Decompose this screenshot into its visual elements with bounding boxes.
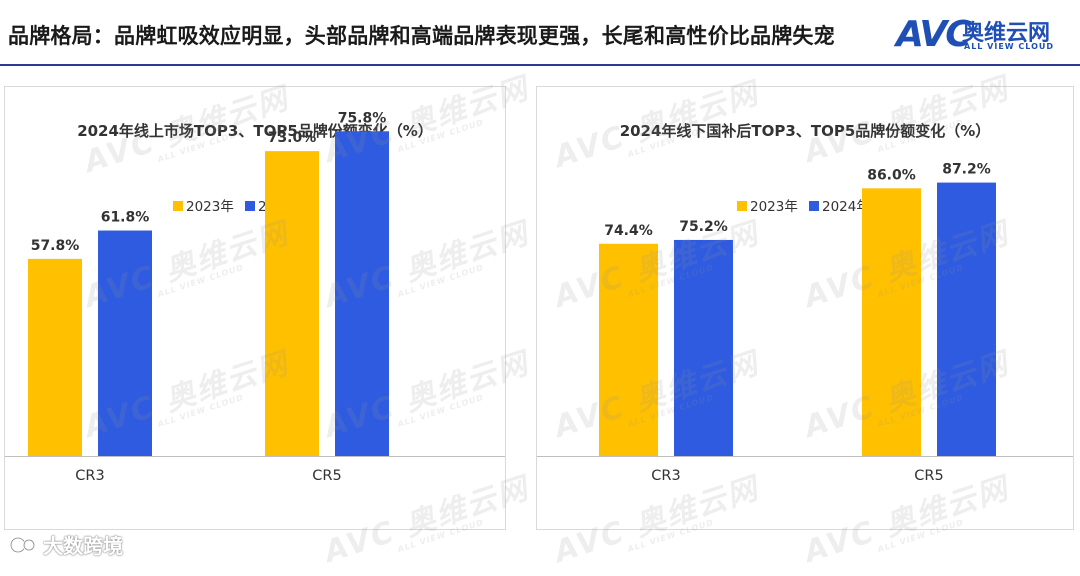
header-divider — [0, 64, 1080, 66]
category-label: CR5 — [312, 468, 341, 484]
page-title: 品牌格局：品牌虹吸效应明显，头部品牌和高端品牌表现更强，长尾和高性价比品牌失宠 — [8, 24, 835, 48]
bar-cr5-2024 — [335, 131, 389, 456]
chart-online-share: 2024年线上市场TOP3、TOP5品牌份额变化（%）2023年2024年57.… — [5, 110, 505, 484]
legend-swatch — [173, 201, 183, 211]
legend-swatch — [245, 201, 255, 211]
category-label: CR3 — [75, 468, 104, 484]
legend-label: 2023年 — [186, 199, 234, 215]
chart-title: 2024年线下国补后TOP3、TOP5品牌份额变化（%） — [620, 122, 991, 140]
bar-cr5-2024 — [937, 182, 996, 457]
data-label: 87.2% — [942, 162, 991, 178]
data-label: 57.8% — [31, 238, 80, 254]
logo-english-name: ALL VIEW CLOUD — [964, 42, 1055, 51]
data-label: 86.0% — [867, 167, 916, 183]
data-label: 73.0% — [268, 130, 317, 146]
data-label: 75.2% — [679, 219, 728, 235]
data-label: 61.8% — [101, 210, 150, 226]
bar-cr5-2023 — [862, 188, 921, 456]
bar-cr3-2024 — [674, 239, 733, 456]
legend-label: 2023年 — [750, 199, 798, 215]
source-label: 大数跨境 — [43, 534, 124, 558]
logo-mark: AVC — [896, 14, 972, 55]
source-badge: 大数跨境 — [8, 530, 123, 558]
bar-cr3-2024 — [98, 230, 152, 456]
category-label: CR3 — [651, 468, 680, 484]
bar-cr3-2023 — [28, 258, 82, 456]
legend-label: 2024年 — [822, 199, 870, 215]
chart-offline-share: 2024年线下国补后TOP3、TOP5品牌份额变化（%） 2023年 2024年 74… — [537, 122, 1073, 484]
logo-chinese-name: 奥维云网 — [962, 21, 1051, 46]
slide-header: 品牌格局：品牌虹吸效应明显，头部品牌和高端品牌表现更强，长尾和高性价比品牌失宠 … — [0, 0, 1080, 66]
data-label: 74.4% — [604, 223, 653, 239]
wechat-channel-icon — [9, 536, 36, 553]
bar-cr5-2023 — [265, 151, 319, 456]
brand-logo: AVC 奥维云网 ALL VIEW CLOUD — [896, 14, 1076, 58]
chart-panel-online: 2024年线上市场TOP3、TOP5品牌份额变化（%）2023年2024年57.… — [4, 86, 506, 530]
bar-cr3-2023 — [599, 243, 658, 456]
legend-swatch — [737, 201, 747, 211]
data-label: 75.8% — [338, 110, 387, 126]
category-label: CR5 — [914, 468, 943, 484]
legend-swatch — [809, 201, 819, 211]
chart-panel-offline: 2024年线下国补后TOP3、TOP5品牌份额变化（%） 2023年 2024年 74… — [536, 86, 1074, 530]
